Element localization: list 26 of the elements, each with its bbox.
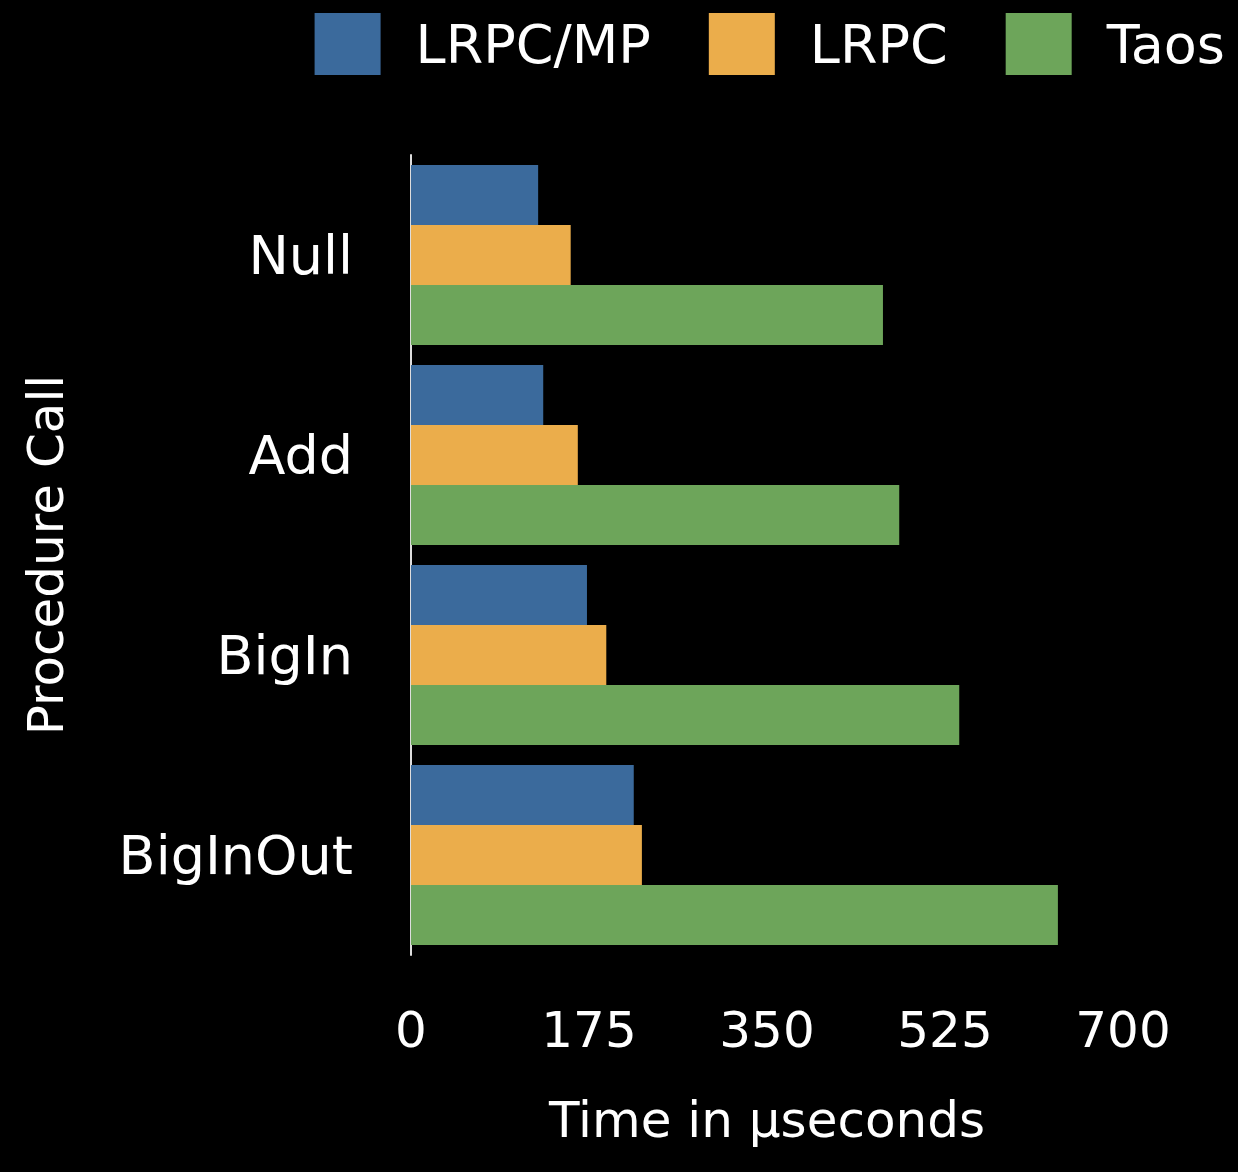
- y-tick-label: Add: [248, 423, 353, 487]
- x-tick-label: 175: [541, 1001, 637, 1059]
- x-tick-label: 0: [395, 1001, 427, 1059]
- legend-label: LRPC: [809, 12, 948, 76]
- y-tick-label: BigInOut: [118, 823, 353, 887]
- bar: [411, 285, 883, 345]
- bar: [411, 485, 900, 545]
- y-tick-label: BigIn: [216, 623, 353, 687]
- y-tick-label: Null: [248, 223, 353, 287]
- x-tick-label: 525: [897, 1001, 993, 1059]
- bar: [411, 885, 1058, 945]
- x-tick-label: 700: [1075, 1001, 1171, 1059]
- bar: [411, 225, 571, 285]
- x-tick-label: 350: [719, 1001, 815, 1059]
- y-axis-title: Procedure Call: [17, 374, 75, 736]
- legend-label: Taos: [1105, 12, 1225, 76]
- bar: [411, 425, 578, 485]
- bar: [411, 825, 642, 885]
- bar: [411, 625, 607, 685]
- bar: [411, 685, 960, 745]
- bar: [411, 765, 634, 825]
- bar: [411, 365, 544, 425]
- bar: [411, 565, 587, 625]
- x-axis-title: Time in µseconds: [548, 1091, 985, 1149]
- bar: [411, 165, 539, 225]
- legend-label: LRPC/MP: [415, 12, 651, 76]
